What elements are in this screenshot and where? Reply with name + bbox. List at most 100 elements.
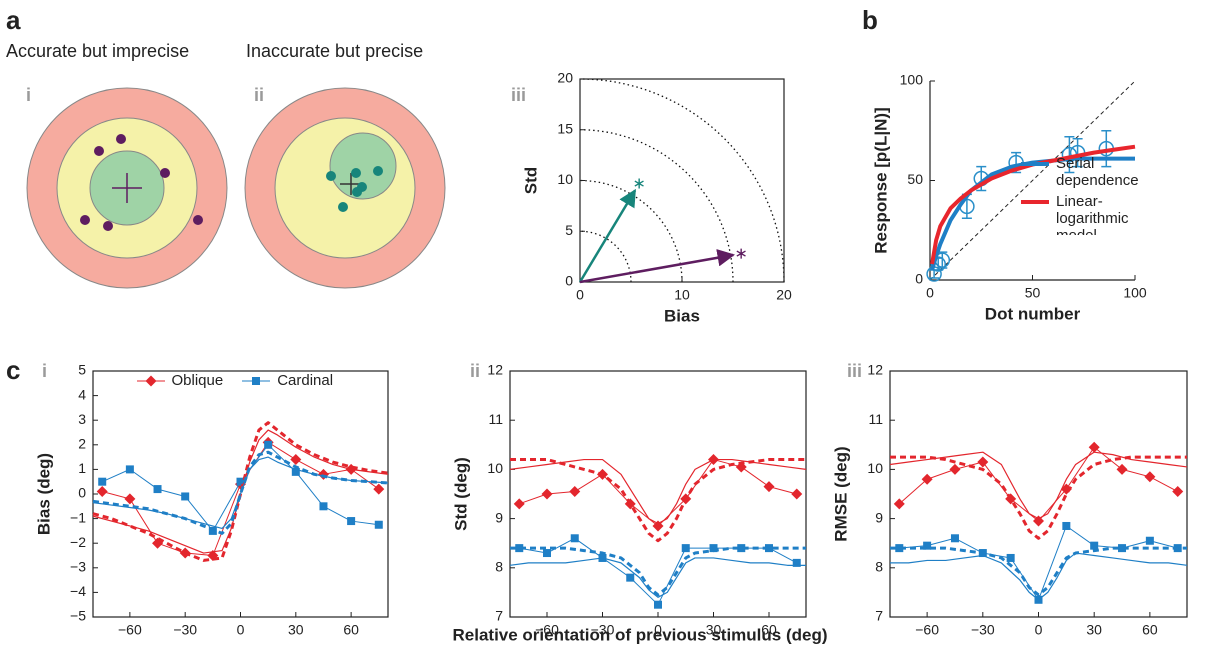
marker [950, 534, 959, 543]
legend-item: Linear-logarithmic model [1020, 193, 1150, 235]
error-bar [1072, 137, 1083, 168]
y-tick-label: 9 [495, 509, 503, 525]
marker [291, 467, 300, 476]
series-line [92, 421, 389, 562]
marker [1118, 544, 1127, 553]
y-tick-label: 9 [875, 509, 883, 525]
chart: iii 0 10 20 0 5 10 15 20 Bias Std [511, 70, 792, 326]
y-tick-label: 10 [557, 171, 573, 187]
subpanel-label: iii [511, 85, 526, 105]
x-axis-title: Relative orientation of previous stimulu… [453, 625, 828, 644]
x-tick-label: 0 [926, 285, 934, 301]
marker [737, 544, 746, 553]
x-axis-title: Bias [664, 306, 700, 325]
marker [654, 600, 662, 609]
marker [1090, 541, 1099, 550]
legend-swatch [242, 377, 271, 385]
series-line [890, 546, 1187, 597]
legend-box: Oblique Cardinal [136, 372, 366, 389]
x-tick-label: 60 [761, 622, 777, 638]
shots [80, 134, 203, 231]
chart: 0 50 100 0 50 100 Dot number Response [p(L|N)] S… [871, 72, 1150, 324]
marker [1144, 471, 1156, 483]
y-tick-label: 8 [495, 559, 503, 575]
series-line [509, 458, 807, 525]
legend-marker [252, 377, 261, 385]
marker [125, 465, 134, 474]
y-tick-label: 8 [875, 559, 883, 575]
y-tick-label: 0 [915, 271, 923, 287]
marker [96, 486, 108, 498]
y-axis-title: Std [521, 167, 540, 194]
y-tick-label: −5 [70, 608, 86, 624]
marker [1088, 441, 1100, 453]
y-tick-label: 10 [487, 460, 503, 476]
y-axis-title: Response [p(L|N)] [871, 107, 890, 253]
marker [373, 483, 385, 495]
marker [1006, 553, 1015, 562]
marker [541, 488, 553, 500]
y-tick-label: 12 [487, 362, 503, 378]
marker [569, 486, 581, 498]
y-tick-label: 11 [868, 411, 883, 427]
marker [513, 498, 525, 510]
marker [317, 468, 329, 480]
marker [977, 456, 989, 468]
marker [98, 477, 107, 486]
series-line [890, 552, 1188, 601]
y-tick-label: −1 [70, 509, 86, 525]
marker [570, 534, 579, 543]
x-tick-label: 30 [288, 622, 304, 638]
subpanel-label: ii [470, 361, 480, 381]
y-tick-label: 10 [867, 460, 883, 476]
legend-label: Linear-logarithmic model [1056, 193, 1129, 235]
y-tick-label: 7 [875, 608, 883, 624]
x-tick-label: −60 [118, 622, 142, 638]
marker [319, 502, 328, 511]
series-line [519, 459, 797, 527]
x-axis-title: Dot number [985, 304, 1081, 323]
chart: i −60 −30 0 30 60 −5 −4 −3 −2 −1 0 1 2 3 4 5 Bias (deg) Ob… [34, 361, 389, 638]
subpanel-label: i [26, 85, 31, 105]
y-tick-label: 5 [78, 362, 86, 378]
marker [290, 454, 302, 466]
caption: Accurate but imprecise [6, 41, 189, 61]
marker [791, 488, 803, 500]
plot-frame [509, 370, 807, 618]
y-axis-title: RMSE (deg) [831, 446, 850, 541]
x-tick-label: −30 [173, 622, 197, 638]
x-tick-label: 20 [776, 287, 792, 303]
error-bar [1064, 135, 1075, 174]
marker [652, 520, 664, 532]
y-tick-label: 3 [78, 411, 86, 427]
marker [895, 544, 904, 553]
series-line [92, 456, 389, 530]
marker [1116, 463, 1128, 475]
x-tick-label: 60 [1142, 622, 1158, 638]
y-tick-label: 5 [565, 222, 573, 238]
legend-label: Serial dependence [1056, 155, 1139, 189]
panel-label: c [6, 355, 20, 385]
target [26, 87, 228, 289]
series-line [890, 455, 1187, 540]
chart: iii −60 −30 0 30 60 7 8 9 10 11 12 RMSE (deg) [831, 361, 1188, 638]
legend-item: Cardinal [241, 372, 333, 389]
series-line [889, 451, 1188, 520]
x-tick-label: −30 [591, 622, 615, 638]
caption: Inaccurate but precise [246, 41, 423, 61]
legend: Oblique Cardinal [136, 372, 366, 389]
series-line [509, 557, 806, 598]
x-tick-label: 100 [1123, 285, 1147, 301]
marker [181, 492, 190, 501]
shots [326, 166, 383, 212]
x-tick-label: 50 [1025, 285, 1041, 301]
marker [626, 573, 635, 582]
marker [543, 549, 551, 558]
marker [153, 485, 162, 494]
legend-label: Oblique [171, 372, 224, 389]
marker [347, 517, 356, 526]
x-tick-label: 10 [674, 287, 690, 303]
target [244, 87, 446, 289]
panel-label: a [6, 5, 21, 35]
x-tick-label: −60 [915, 622, 939, 638]
